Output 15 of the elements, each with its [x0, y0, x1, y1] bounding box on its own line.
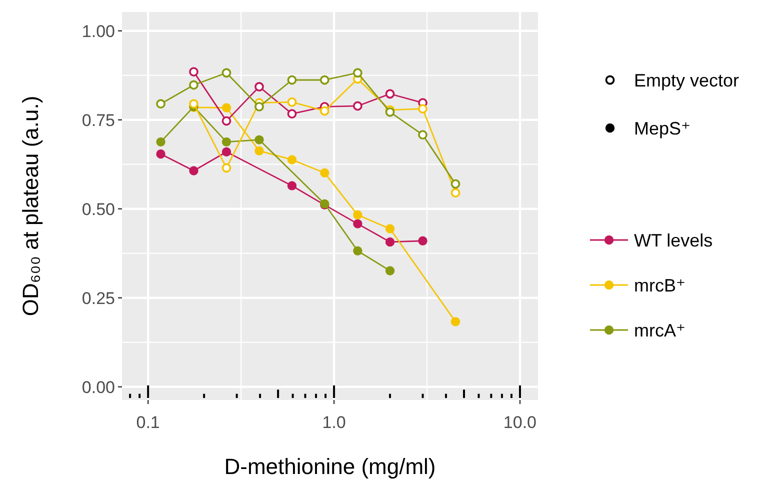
y-tick-label: 0.25 [82, 288, 115, 308]
y-axis-title: OD₆₀₀ at plateau (a.u.) [18, 96, 43, 316]
text: Empty vector [634, 70, 740, 90]
legend-label: WT levels [634, 230, 713, 250]
x-axis-title: D-methionine (mg/ml) [224, 454, 436, 479]
x-tick-label: 0.1 [136, 412, 160, 432]
x-tick-label: 10.0 [503, 412, 537, 432]
legend-label: mrcA⁺ [634, 320, 686, 340]
x-tick-label: 1.0 [322, 412, 346, 432]
y-tick-label: 0.00 [82, 378, 115, 397]
y-tick-label: 0.75 [82, 110, 115, 130]
y-tick-label: 1.00 [82, 22, 115, 41]
text: MepS⁺ [634, 118, 691, 138]
legend-label: mrcB⁺ [634, 275, 686, 296]
y-tick-label: 0.50 [82, 200, 115, 219]
